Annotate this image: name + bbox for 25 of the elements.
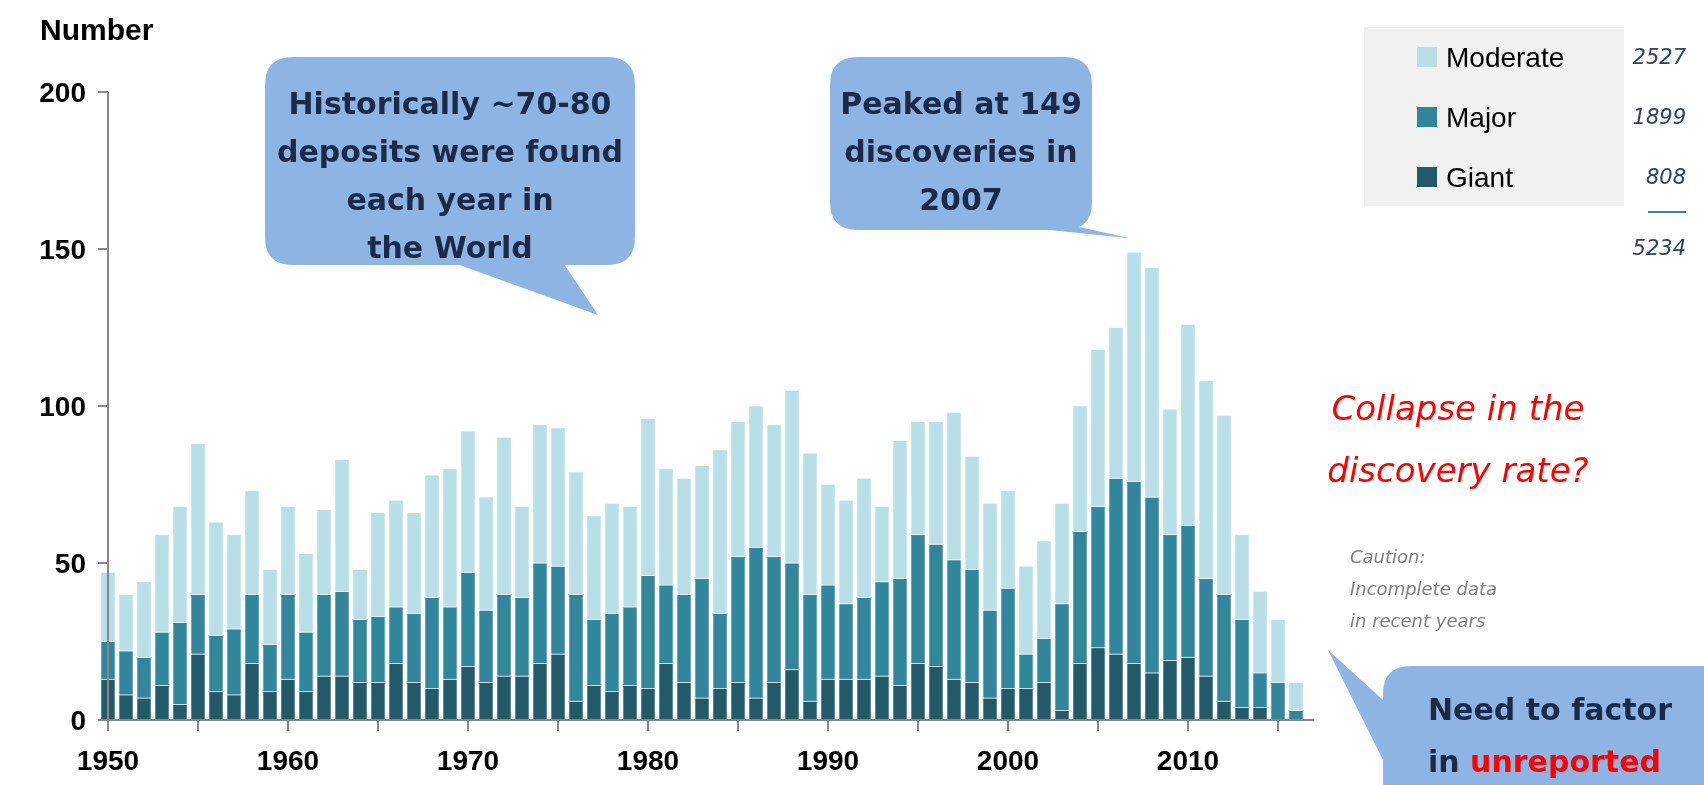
text: Caution: Incomplete data in recent years: [1350, 546, 1498, 632]
x-tick-label: 1950: [76, 745, 140, 776]
y-axis-title: Number: [40, 13, 154, 46]
x-tick-label: 2000: [976, 745, 1040, 776]
y-tick-label: 100: [39, 390, 86, 422]
x-tick-label: 2010: [1156, 745, 1220, 776]
y-tick-label: 150: [39, 233, 86, 265]
y-tick-label: 50: [54, 547, 86, 579]
text: 5234: [1632, 236, 1686, 261]
annotation: Peaked at 149 discoveries in 2007: [840, 85, 1082, 217]
text: Collapse in the discovery rate?: [1327, 387, 1589, 490]
annotation: Historically ~70-80 deposits were found each year in the World: [276, 85, 624, 265]
x-tick-label: 1990: [796, 745, 860, 776]
x-tick-label: 1970: [436, 745, 500, 776]
text: 1899: [1632, 105, 1686, 130]
text: 808: [1645, 165, 1686, 190]
x-tick-label: 1980: [616, 745, 680, 776]
y-tick-label: 200: [39, 76, 86, 108]
legend-label: Moderate: [1446, 41, 1565, 73]
x-tick-label: 1960: [256, 745, 320, 776]
y-tick-label: 0: [70, 704, 86, 736]
text: 2527: [1632, 45, 1687, 70]
legend-label: Major: [1446, 101, 1517, 133]
legend-label: Giant: [1446, 161, 1514, 193]
text: Need to factor in unreported: [1428, 691, 1672, 779]
